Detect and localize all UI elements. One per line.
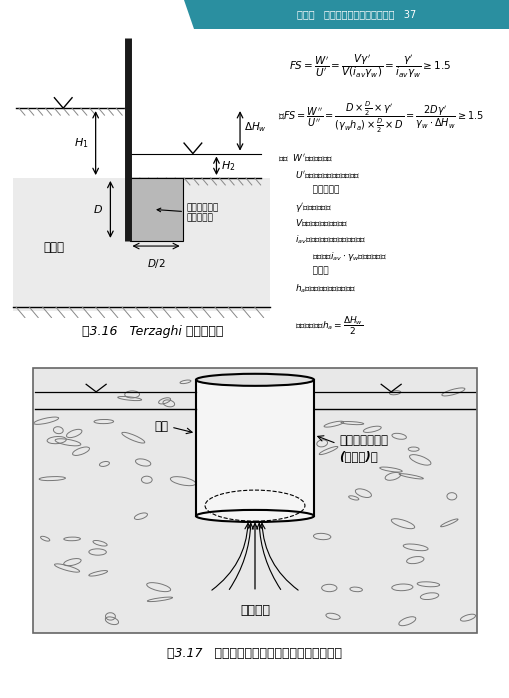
Text: $V$：砂湧浮動範圍之體積: $V$：砂湧浮動範圍之體積	[277, 218, 348, 228]
Text: $或FS = \dfrac{W''}{U''} = \dfrac{D \times \frac{D}{2} \times \gamma'}{(\gamma_w : $或FS = \dfrac{W''}{U''} = \dfrac{D \time…	[277, 100, 483, 135]
Text: 湧水湧砂: 湧水湧砂	[240, 604, 269, 617]
Bar	[195, 380, 314, 516]
Text: $H_1$: $H_1$	[73, 136, 88, 150]
Text: $h_a$：砂湧浮動範圍底部平均: $h_a$：砂湧浮動範圍底部平均	[277, 283, 356, 295]
Ellipse shape	[195, 374, 314, 386]
Text: 砂土夾卵礫石層: 砂土夾卵礫石層	[338, 433, 387, 447]
Text: 滲流力: 滲流力	[277, 266, 328, 275]
Text: (透水層)－: (透水層)－	[338, 451, 377, 464]
Text: $\Delta H_w$: $\Delta H_w$	[244, 121, 267, 134]
Text: $D/2$: $D/2$	[147, 257, 165, 269]
Text: $U'$：土塊向上滲流壓力（不含: $U'$：土塊向上滲流壓力（不含	[277, 169, 360, 179]
Text: 第三章   基础施工災害之類型及機制   37: 第三章 基础施工災害之類型及機制 37	[297, 10, 416, 20]
Text: $i_{av}$：砂湧浮動範圍底部之平均水: $i_{av}$：砂湧浮動範圍底部之平均水	[277, 234, 365, 246]
Text: $H_2$: $H_2$	[220, 159, 235, 172]
Bar	[204, 0, 509, 29]
Text: 靜態水壓）: 靜態水壓）	[277, 185, 338, 194]
Polygon shape	[183, 0, 204, 29]
Ellipse shape	[195, 510, 314, 522]
Text: 力坡降，$i_{av} \cdot \gamma_w$為單位體積的: 力坡降，$i_{av} \cdot \gamma_w$為單位體積的	[277, 250, 386, 263]
Text: 透水層: 透水層	[44, 242, 65, 254]
Text: 滲流水頭，取$h_a = \dfrac{\Delta H_w}{2}$: 滲流水頭，取$h_a = \dfrac{\Delta H_w}{2}$	[277, 315, 362, 337]
Text: $FS = \dfrac{W'}{U'} = \dfrac{V\gamma'}{V(i_{av}\gamma_w)} = \dfrac{\gamma'}{i_{: $FS = \dfrac{W'}{U'} = \dfrac{V\gamma'}{…	[289, 52, 450, 80]
Text: 圖3.17   基樁工程中因流砂因流砂而產生之砂湧: 圖3.17 基樁工程中因流砂因流砂而產生之砂湧	[167, 646, 342, 660]
Text: 套管: 套管	[154, 420, 168, 433]
Text: $\gamma'$：浸水單位重: $\gamma'$：浸水單位重	[277, 202, 331, 214]
Bar	[129, 178, 182, 241]
Text: $D$: $D$	[93, 203, 103, 216]
Text: 最常發生砂湧
的浮動範圖: 最常發生砂湧 的浮動範圖	[157, 203, 219, 223]
Text: 圖3.16   Terzaghi 砂湧之檢核: 圖3.16 Terzaghi 砂湧之檢核	[82, 325, 223, 339]
Text: 式中  $W'$：土塊浸水重: 式中 $W'$：土塊浸水重	[277, 153, 333, 163]
Bar	[13, 178, 269, 311]
